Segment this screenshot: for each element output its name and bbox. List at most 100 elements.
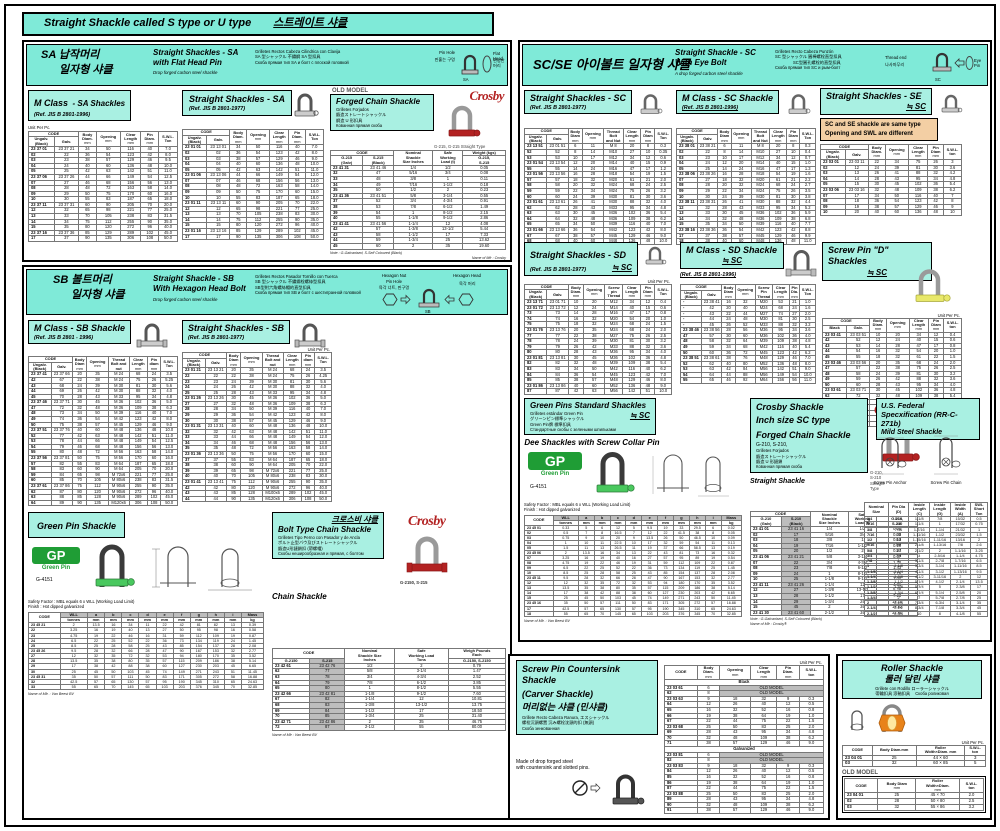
cell-value: 1-3/4 — [887, 589, 910, 596]
cell-value: 3-1/4 — [949, 600, 972, 607]
col-nominal-size: Nominal Shackle Size Inches — [393, 149, 434, 166]
sa-mclass-block: M Class - SA Shackles (Ref. JIS B 2801-1… — [27, 90, 178, 242]
cell-value: 0.75 — [970, 521, 988, 528]
col-swl: Safe Working Load Tons — [393, 647, 449, 664]
cell-value: 19 — [577, 560, 595, 567]
flat-head-pin-icon — [482, 55, 492, 73]
table-row: 10 20 40 60 136 48 10 — [820, 209, 963, 216]
cell-value: 0.5 — [552, 530, 579, 537]
cell-value: 50.0 — [160, 499, 178, 507]
sa-pinhole-label-en: Pin Hole — [439, 50, 455, 55]
sc-title-cn: SC型圓孔螺栓的直型扣具 — [793, 59, 841, 65]
table-row: 1-5/8 1-3/4 6-1/4 5-1/4 2-5/8 20 — [864, 589, 988, 596]
gps-rows: 23 45 01 0.33 5 6 12 5 9.5 19 33 29.5 6 0.02 02 0.5 7 8… — [524, 525, 743, 617]
col-clear-length: Clear Length mm — [769, 128, 788, 145]
cell-code: 45 — [329, 243, 364, 250]
cell-value: 90 — [71, 499, 88, 507]
greenpin-logo-word: Green Pin — [41, 565, 71, 571]
cell-value: 26.5 — [609, 545, 627, 552]
table-row: 23 42 71 23 42 86 2 35 46.75 — [271, 718, 507, 726]
sb-jis1977-block: Straight Shackles - SB (Ref. JIS B 2801-… — [182, 320, 332, 503]
table-row: 33 55 65 70 145 65 103 203 376 345 70 32.85 — [28, 683, 265, 691]
col-opening: Opening mm — [734, 284, 756, 301]
sb-mclass-plate-ref: (Ref. JIS B 2801 - 1996) — [34, 335, 94, 342]
col-s215: S-215 — [309, 657, 346, 664]
sc-title-ja: SC 型シャックル 圓棒螺栓直型扣具 — [775, 54, 842, 60]
cell-value: 7 — [577, 530, 595, 537]
cell-value: 0.09 — [720, 535, 743, 542]
countersink-ru: Скоба зенкованная — [522, 725, 560, 731]
table-row: 18 55 65 70 145 65 103 203 376 345 70 32.85 — [524, 610, 743, 617]
table-row: 23 45 01 0.33 5 6 12 5 9.5 19 33 29.5 6 0.02 — [524, 525, 743, 532]
sb-jis-rows: 23 01 21 23 13 21 20 35 M 24 68 24 3.5 22 22 22 38 M… — [182, 367, 332, 503]
crosby-note-2: Name of Mfr : Crosby® — [750, 622, 787, 627]
cell-value: 0.5 — [970, 516, 988, 523]
cell-value: 108 — [288, 233, 307, 241]
cell-value: 66 — [609, 575, 627, 582]
col-clear-length: Clear Length mm — [622, 128, 642, 145]
cell-value: 35 — [970, 600, 988, 607]
table-row: 24 6.5 22 25 52 22 36 73 134 119 24 1.45 — [28, 637, 265, 644]
cell-value: 88 — [609, 590, 627, 597]
col-roller-dim: Roller Width×Diam. mm — [915, 778, 960, 794]
col-nominal-size: Nominal Shackle Size Inches — [810, 510, 849, 528]
col-thread: Thread Bolt and nut — [107, 356, 130, 373]
table-row: 02 0.5 7 8 16.5 7 12 22 41.5 38 8 0.05 — [524, 530, 743, 537]
cell-value: 1-1/2 — [887, 579, 910, 586]
greenpin-logo: GP — [32, 547, 80, 564]
sd-jis-plate-eq: ≒ SC — [611, 263, 632, 272]
gps-cn: Green Pin牌 標準扣具 — [530, 421, 571, 427]
roller-plate-title: Roller Shackle — [880, 663, 944, 673]
cell-value: 45 — [577, 595, 595, 602]
table-row: 68 83 1-3/8 13-1/2 13.75 — [271, 701, 507, 709]
col-swl: S.W.L. Ton — [314, 352, 332, 369]
cell-value: 2.77 — [720, 575, 743, 582]
sc-jis-rows: 23 13 51 23 01 51 6 11 M 8 20 8 0.3 52 52 8 14 M10 27… — [523, 143, 672, 245]
usfed-table-block: Nominal Size Pin Dia (D) Inside Length (C) I… — [864, 501, 988, 617]
table-row: 87 22 44 75 22 1.5 — [664, 785, 825, 792]
sa-forged-cn: 鋼造 U 形扣具 — [336, 117, 363, 123]
sb-mclass-block: M Class - SB Shackle (Ref. JIS B 2801 - … — [28, 320, 178, 507]
chain-figcap: G-2150, S-215 — [400, 580, 428, 585]
crosby-logo: Crosby — [469, 88, 504, 103]
cell-value: 11 — [577, 545, 595, 552]
crosby-note-1: Note : G-Galvanised, S-Self Coloured (Bl… — [750, 617, 823, 622]
col-s210: S-210 (Black) — [780, 516, 812, 528]
cell-value: 2.0 — [958, 792, 985, 800]
cell-value: 142 — [622, 388, 642, 395]
col-opening: Opening mm — [885, 317, 910, 333]
cell-value: 3.25 — [59, 627, 88, 634]
sa-forged-chain-block: OLD MODEL Forged Chain Shackle Grilletes… — [329, 88, 506, 260]
sb-shackle-icon — [418, 288, 440, 308]
col-galv: Galv. — [50, 361, 73, 373]
cell-value: 5 — [964, 760, 986, 768]
col-body-diam: Body Diam mm — [225, 352, 242, 369]
col-swl: S.W.L. Ton — [799, 284, 816, 301]
cell-value: 52 — [609, 565, 627, 572]
cell-value: 65 — [701, 377, 723, 385]
table-row: 09 6.5 22 25 52 22 36 73 134 119 25 1.45 — [524, 565, 743, 572]
cell-code: 23 41 30 — [750, 609, 782, 617]
cell-code: 10 — [820, 209, 846, 216]
crosby-logo-chain: Crosby — [408, 514, 446, 529]
cell-value: 50.0 — [158, 235, 178, 242]
cell-value: 50.0 — [314, 495, 332, 503]
cell-value: 0.87 — [240, 632, 265, 639]
cell-value: 55 × 86 — [915, 803, 960, 811]
sb-jis-plate-ref: (Ref. JIS B 2801-1977) — [188, 335, 245, 342]
col-code: CODE — [842, 744, 873, 756]
col-opening: Opening mm — [95, 130, 121, 148]
cell-value: 48 — [640, 238, 656, 245]
table-row: 10 8.5 25 28 58 25 43 85 154 137 28 2.08 — [524, 570, 743, 577]
cell-code: 03 — [843, 803, 879, 811]
sc-thread-ko: 나사마무리 — [885, 62, 905, 67]
cell-value: 45 — [970, 605, 988, 612]
forged-shackle-figure — [448, 105, 481, 137]
sa-mclass-plate-sub: - SA Shackles — [72, 99, 126, 108]
sb-subtitle-en: With Hexagon Head Bolt — [153, 284, 246, 293]
cell-value: 103 — [609, 595, 627, 602]
cell-value: 80.00 — [447, 724, 507, 731]
cell-value: 19 — [223, 632, 242, 639]
sb-mclass-plate-title: M Class - SB Shackle — [34, 323, 126, 333]
